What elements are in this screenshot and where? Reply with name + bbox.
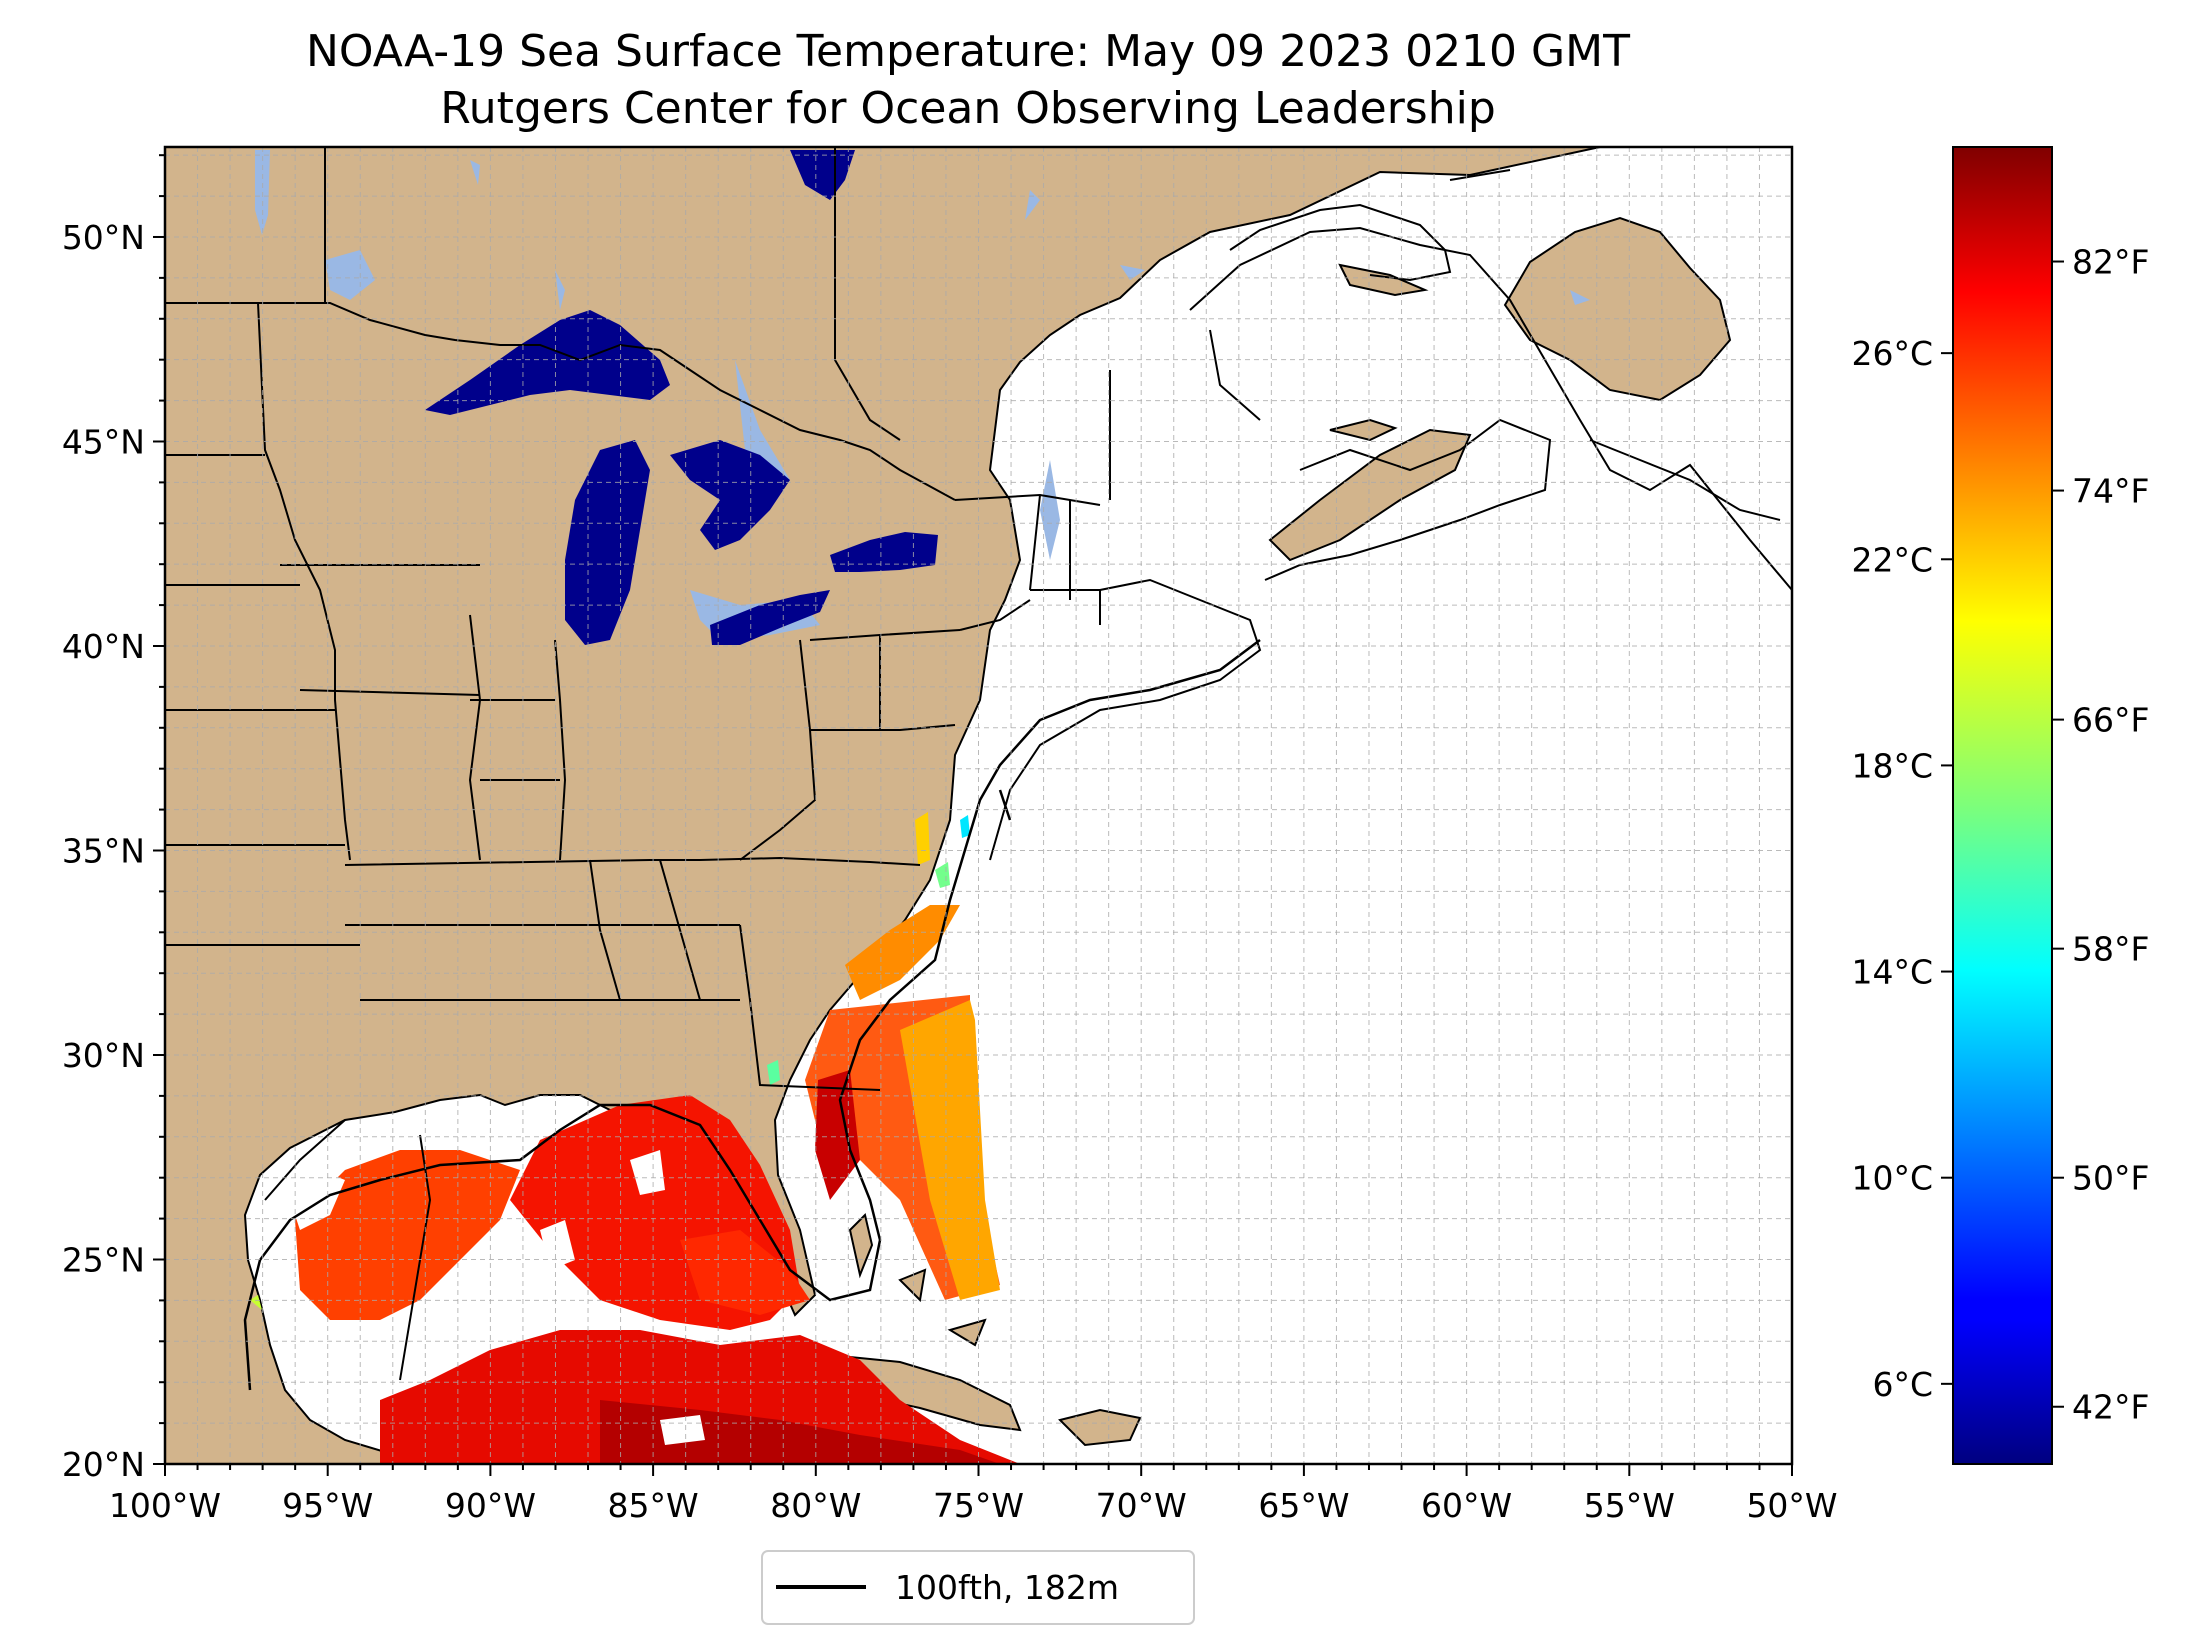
x-tick-label: 100°W: [109, 1486, 221, 1525]
x-tick-label: 70°W: [1096, 1486, 1187, 1525]
y-tick-label: 35°N: [62, 831, 145, 870]
pei-land: [1329, 418, 1398, 442]
contour-lines: [989, 169, 1792, 861]
colorbar-celsius-label: 14°C: [1851, 953, 1933, 992]
x-axis-ticks: 100°W 95°W 90°W 85°W 80°W 75°W 70°W 65°W 60°W 55°…: [109, 1464, 1838, 1525]
great-lakes: [425, 150, 938, 645]
lake-ontario: [830, 532, 938, 572]
anticosti-land: [1338, 263, 1429, 297]
sst-carolina-shelf: [845, 905, 960, 1000]
sst-gulf-south: [380, 1330, 1020, 1464]
legend-label: 100fth, 182m: [895, 1568, 1119, 1607]
colorbar-celsius-label: 10°C: [1851, 1159, 1933, 1198]
newfoundland-land: [1503, 216, 1732, 402]
isobath-100-fathom: [243, 639, 1261, 1391]
x-tick-label: 95°W: [282, 1486, 373, 1525]
colorbar-fahrenheit-ticks: 82°F 74°F 66°F 58°F 50°F 42°F: [2052, 243, 2149, 1427]
bahamas-land: [848, 1213, 987, 1347]
colorbar-celsius-label: 26°C: [1851, 334, 1933, 373]
sst-gulf-west: [295, 1150, 520, 1320]
x-tick-label: 85°W: [608, 1486, 699, 1525]
y-axis-ticks: 20°N 25°N 30°N 35°N 40°N 45°N 50°N: [62, 154, 165, 1484]
y-tick-label: 30°N: [62, 1036, 145, 1075]
x-tick-label: 50°W: [1746, 1486, 1837, 1525]
x-tick-label: 65°W: [1258, 1486, 1349, 1525]
lake-michigan: [565, 440, 650, 645]
colorbar-celsius-label: 6°C: [1872, 1365, 1933, 1404]
colorbar-fahrenheit-label: 50°F: [2072, 1159, 2149, 1198]
sst-florida-bay: [680, 1230, 810, 1315]
colorbar-celsius-ticks: 26°C 22°C 18°C 14°C 10°C 6°C: [1851, 334, 1953, 1404]
title-line-1: NOAA-19 Sea Surface Temperature: May 09 …: [306, 26, 1630, 77]
colorbar: 26°C 22°C 18°C 14°C 10°C 6°C 82°F 74°F 66°F 58°F…: [1851, 146, 2149, 1465]
x-tick-label: 75°W: [933, 1486, 1024, 1525]
colorbar-fahrenheit-label: 42°F: [2072, 1388, 2149, 1427]
x-tick-label: 60°W: [1421, 1486, 1512, 1525]
political-borders: [165, 147, 1261, 1381]
colorbar-fahrenheit-label: 58°F: [2072, 930, 2149, 969]
colorbar-celsius-label: 18°C: [1851, 746, 1933, 785]
hispaniola-land: [1058, 1408, 1142, 1447]
y-tick-label: 50°N: [62, 218, 145, 257]
lake-nipigon: [790, 150, 855, 200]
sst-coastal-cool-patches: [250, 812, 970, 1310]
nova-scotia-land: [1268, 428, 1472, 562]
x-tick-label: 55°W: [1584, 1486, 1675, 1525]
x-tick-label: 90°W: [445, 1486, 536, 1525]
colorbar-fahrenheit-label: 82°F: [2072, 243, 2149, 282]
colorbar-celsius-label: 22°C: [1851, 540, 1933, 579]
y-tick-label: 25°N: [62, 1240, 145, 1279]
lake-superior: [425, 310, 670, 415]
y-tick-label: 20°N: [62, 1445, 145, 1484]
colorbar-fahrenheit-label: 74°F: [2072, 472, 2149, 511]
title-line-2: Rutgers Center for Ocean Observing Leade…: [440, 83, 1496, 134]
legend[interactable]: 100fth, 182m: [761, 1550, 1195, 1625]
legend-box: [761, 1550, 1195, 1625]
colorbar-gradient: [1952, 146, 2053, 1465]
north-america-land: [165, 147, 1601, 1464]
sst-gulf-stream-east: [900, 1000, 1000, 1300]
y-tick-label: 40°N: [62, 627, 145, 666]
sst-data-field: [250, 812, 1020, 1464]
map-gridlines: [165, 147, 1792, 1464]
lake-erie: [710, 590, 830, 645]
lake-huron: [670, 440, 790, 550]
x-tick-label: 80°W: [770, 1486, 861, 1525]
y-tick-label: 45°N: [62, 422, 145, 461]
colorbar-fahrenheit-label: 66°F: [2072, 701, 2149, 740]
